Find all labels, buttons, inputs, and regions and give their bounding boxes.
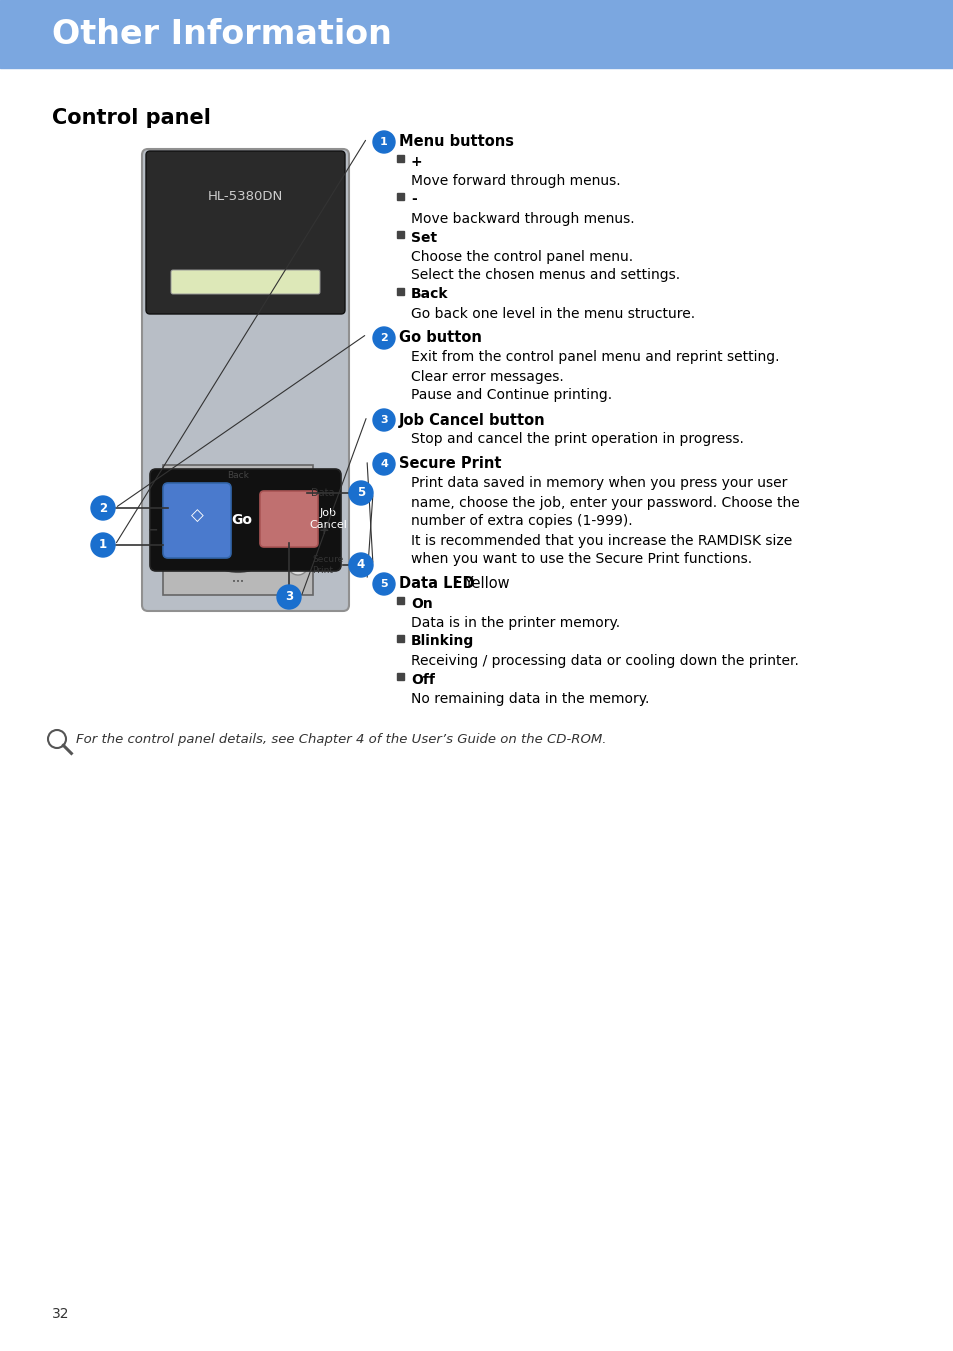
Text: Control panel: Control panel	[52, 108, 211, 128]
Text: Go: Go	[232, 513, 253, 527]
FancyBboxPatch shape	[142, 149, 349, 611]
Text: 32: 32	[52, 1306, 70, 1321]
Text: Pause and Continue printing.: Pause and Continue printing.	[411, 389, 612, 403]
Text: Print data saved in memory when you press your user: Print data saved in memory when you pres…	[411, 477, 786, 490]
Text: 5: 5	[380, 580, 388, 589]
FancyBboxPatch shape	[150, 469, 340, 571]
Circle shape	[91, 534, 115, 557]
Text: : Yellow: : Yellow	[455, 577, 509, 592]
Text: name, choose the job, enter your password. Choose the: name, choose the job, enter your passwor…	[411, 496, 799, 509]
Text: 1: 1	[379, 136, 388, 147]
Text: Exit from the control panel menu and reprint setting.: Exit from the control panel menu and rep…	[411, 350, 779, 365]
Text: Job
Cancel: Job Cancel	[309, 508, 347, 530]
Text: No remaining data in the memory.: No remaining data in the memory.	[411, 692, 649, 705]
Text: It is recommended that you increase the RAMDISK size: It is recommended that you increase the …	[411, 534, 791, 547]
Text: Off: Off	[411, 673, 435, 686]
Text: 5: 5	[356, 486, 365, 500]
Circle shape	[349, 553, 373, 577]
FancyBboxPatch shape	[163, 465, 313, 594]
Text: Move backward through menus.: Move backward through menus.	[411, 212, 634, 226]
Text: Go button: Go button	[398, 331, 481, 346]
Text: Data: Data	[311, 488, 335, 499]
Text: Secure Print: Secure Print	[398, 457, 501, 471]
Circle shape	[213, 507, 262, 554]
Text: Back: Back	[411, 288, 448, 301]
Text: Back: Back	[227, 471, 249, 480]
Text: Secure
Print: Secure Print	[312, 555, 343, 574]
Text: Choose the control panel menu.: Choose the control panel menu.	[411, 250, 633, 263]
Circle shape	[48, 730, 66, 748]
Circle shape	[195, 488, 280, 571]
FancyBboxPatch shape	[171, 270, 319, 295]
Circle shape	[224, 516, 252, 544]
Text: For the control panel details, see Chapter 4 of the User’s Guide on the CD-ROM.: For the control panel details, see Chapt…	[76, 732, 606, 746]
Text: +: +	[411, 154, 422, 169]
Text: HL-5380DN: HL-5380DN	[208, 190, 283, 204]
Circle shape	[373, 573, 395, 594]
Bar	[396, 635, 403, 642]
Circle shape	[276, 585, 301, 609]
Text: −: −	[148, 523, 158, 536]
Circle shape	[91, 496, 115, 520]
Text: Go back one level in the menu structure.: Go back one level in the menu structure.	[411, 307, 695, 320]
Text: Data LED: Data LED	[398, 577, 475, 592]
Text: Set: Set	[411, 231, 436, 245]
Text: ◇: ◇	[191, 507, 203, 524]
Wedge shape	[258, 509, 277, 550]
Circle shape	[373, 409, 395, 431]
Text: Stop and cancel the print operation in progress.: Stop and cancel the print operation in p…	[411, 432, 743, 446]
Text: 2: 2	[379, 332, 388, 343]
Bar	[396, 154, 403, 162]
Text: when you want to use the Secure Print functions.: when you want to use the Secure Print fu…	[411, 553, 751, 566]
Text: On: On	[411, 597, 433, 611]
Text: 3: 3	[285, 590, 293, 604]
Bar	[396, 288, 403, 295]
Text: 4: 4	[379, 459, 388, 469]
Text: 2: 2	[99, 501, 107, 515]
Circle shape	[288, 555, 308, 576]
Bar	[396, 597, 403, 604]
FancyBboxPatch shape	[163, 484, 231, 558]
Text: 1: 1	[99, 539, 107, 551]
FancyBboxPatch shape	[146, 151, 345, 313]
Text: number of extra copies (1-999).: number of extra copies (1-999).	[411, 515, 632, 528]
Bar	[396, 231, 403, 238]
Bar	[396, 673, 403, 680]
Text: Job Cancel button: Job Cancel button	[398, 412, 545, 427]
Circle shape	[289, 484, 307, 503]
Text: 3: 3	[380, 415, 388, 426]
Text: +: +	[318, 523, 330, 536]
Circle shape	[373, 453, 395, 476]
Bar	[0, 0, 953, 68]
Text: -: -	[411, 192, 416, 207]
FancyBboxPatch shape	[260, 490, 317, 547]
Text: Other Information: Other Information	[52, 18, 392, 50]
Text: Select the chosen menus and settings.: Select the chosen menus and settings.	[411, 269, 679, 282]
Bar	[396, 192, 403, 200]
Text: Menu buttons: Menu buttons	[398, 135, 514, 150]
Text: Move forward through menus.: Move forward through menus.	[411, 173, 620, 188]
Circle shape	[373, 327, 395, 349]
Text: Receiving / processing data or cooling down the printer.: Receiving / processing data or cooling d…	[411, 654, 798, 667]
Wedge shape	[198, 509, 217, 550]
Text: 4: 4	[356, 558, 365, 571]
Text: Clear error messages.: Clear error messages.	[411, 370, 563, 384]
Wedge shape	[218, 490, 257, 509]
Text: Data is in the printer memory.: Data is in the printer memory.	[411, 616, 619, 630]
Text: Blinking: Blinking	[411, 635, 474, 648]
Wedge shape	[218, 551, 257, 570]
Circle shape	[349, 481, 373, 505]
Text: •••: •••	[232, 580, 244, 585]
Circle shape	[373, 131, 395, 153]
